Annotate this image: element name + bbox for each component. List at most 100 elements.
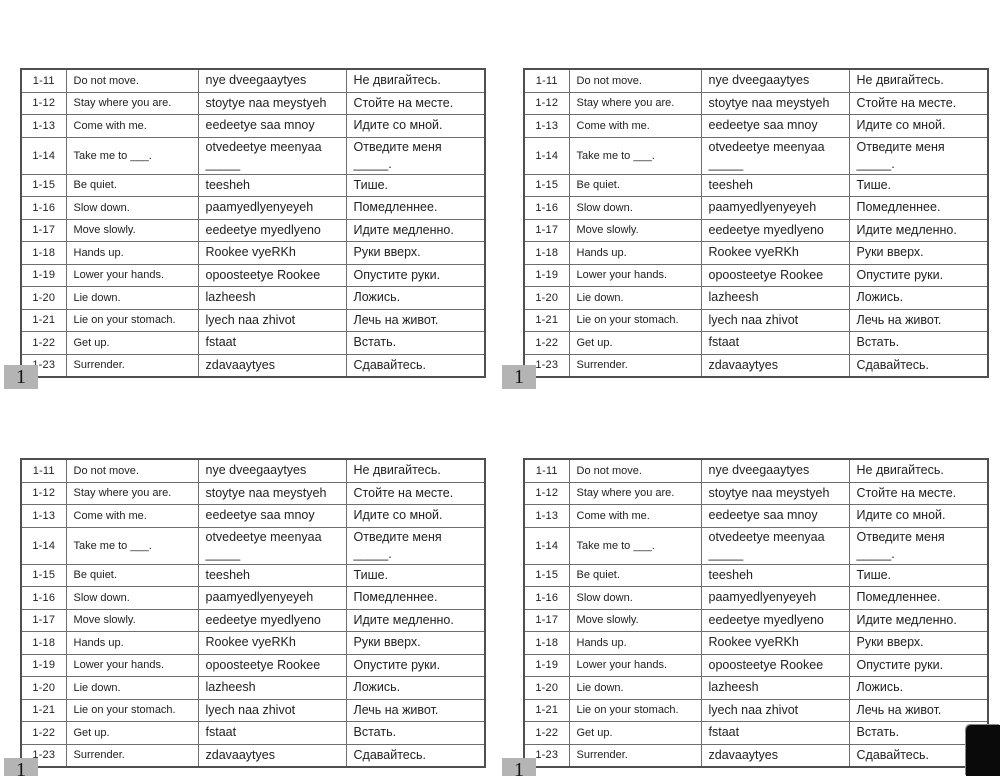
row-id-cell: 1-17 [523,608,570,632]
english-cell: Take me to ___. [568,526,702,565]
russian-cell: Идите медленно. [345,218,486,242]
russian-cell: Опустите руки. [345,653,486,677]
row-id-cell: 1-17 [20,608,67,632]
english-cell: Do not move. [568,458,702,483]
row-id-cell: 1-11 [20,458,67,483]
row-id-cell: 1-20 [20,286,67,310]
russian-cell: Руки вверх. [345,631,486,655]
transliteration-cell: zdavaaytyes [197,353,347,378]
english-cell: Slow down. [65,196,199,220]
russian-cell: Стойте на месте. [848,91,989,115]
english-cell: Hands up. [568,631,702,655]
row-id-cell: 1-11 [20,68,67,93]
russian-cell: Помедленнее. [848,196,989,220]
english-cell: Take me to ___. [65,136,199,175]
english-cell: Surrender. [568,353,702,378]
transliteration-cell: stoytye naa meystyeh [197,91,347,115]
table-row: 1-13 Come with me. eedeetye saa mnoy Идите … [20,504,486,528]
english-cell: Lower your hands. [65,263,199,287]
russian-cell: Помедленнее. [345,586,486,610]
table-row: 1-18 Hands up. Rookee vyeRKh Руки вверх. [20,241,486,265]
table-row: 1-16 Slow down. paamyedlyenyeyeh Помедленне… [523,586,989,610]
transliteration-cell: lazheesh [197,676,347,700]
transliteration-cell: eedeetye myedlyeno [700,608,850,632]
row-id-cell: 1-16 [523,196,570,220]
row-id-cell: 1-15 [523,563,570,587]
transliteration-cell: paamyedlyenyeyeh [700,196,850,220]
table-row: 1-15 Be quiet. teesheh Тише. [20,563,486,587]
transliteration-cell: Rookee vyeRKh [700,631,850,655]
english-cell: Lie on your stomach. [65,698,199,722]
transliteration-cell: lyech naa zhivot [700,698,850,722]
row-id-cell: 1-14 [523,136,570,175]
table-row: 1-14 Take me to ___. otvedeetye meenyaa ___… [20,526,486,565]
transliteration-cell: teesheh [700,563,850,587]
row-id-cell: 1-18 [20,241,67,265]
transliteration-cell: eedeetye saa mnoy [700,504,850,528]
transliteration-cell: zdavaaytyes [700,743,850,768]
english-cell: Get up. [568,721,702,745]
russian-cell: Идите медленно. [848,218,989,242]
transliteration-cell: nye dveegaaytyes [197,458,347,483]
russian-cell: Не двигайтесь. [345,68,486,93]
row-id-cell: 1-13 [523,114,570,138]
phrase-table: 1-11 Do not move. nye dveegaaytyes Не двига… [523,458,989,768]
russian-cell: Тише. [345,173,486,197]
english-cell: Lie down. [568,286,702,310]
table-row: 1-12 Stay where you are. stoytye naa meyst… [523,481,989,505]
english-cell: Come with me. [568,504,702,528]
russian-cell: Отведите меня _____. [345,136,486,175]
table-row: 1-17 Move slowly. eedeetye myedlyeno Идите … [523,218,989,242]
english-cell: Be quiet. [65,173,199,197]
table-row: 1-13 Come with me. eedeetye saa mnoy Идите … [523,504,989,528]
page-number-badge: 1 [502,758,536,776]
english-cell: Take me to ___. [65,526,199,565]
russian-cell: Отведите меня _____. [848,136,989,175]
russian-cell: Отведите меня _____. [345,526,486,565]
transliteration-cell: nye dveegaaytyes [700,68,850,93]
english-cell: Hands up. [568,241,702,265]
transliteration-cell: fstaat [197,331,347,355]
english-cell: Do not move. [568,68,702,93]
russian-cell: Опустите руки. [848,263,989,287]
transliteration-cell: opoosteetye Rookee [197,263,347,287]
transliteration-cell: zdavaaytyes [700,353,850,378]
row-id-cell: 1-11 [523,458,570,483]
row-id-cell: 1-18 [20,631,67,655]
english-cell: Lie on your stomach. [568,308,702,332]
transliteration-cell: stoytye naa meystyeh [700,481,850,505]
row-id-cell: 1-14 [523,526,570,565]
russian-cell: Опустите руки. [848,653,989,677]
table-row: 1-22 Get up. fstaat Встать. [20,721,486,745]
table-row: 1-19 Lower your hands. opoosteetye Rookee О… [20,263,486,287]
row-id-cell: 1-20 [523,676,570,700]
row-id-cell: 1-16 [20,586,67,610]
row-id-cell: 1-22 [523,331,570,355]
english-cell: Slow down. [568,196,702,220]
row-id-cell: 1-13 [20,114,67,138]
russian-cell: Помедленнее. [345,196,486,220]
transliteration-cell: lyech naa zhivot [197,308,347,332]
table-row: 1-17 Move slowly. eedeetye myedlyeno Идите … [20,218,486,242]
row-id-cell: 1-13 [20,504,67,528]
english-cell: Stay where you are. [65,91,199,115]
table-row: 1-12 Stay where you are. stoytye naa meyst… [20,481,486,505]
russian-cell: Лечь на живот. [848,308,989,332]
english-cell: Do not move. [65,458,199,483]
row-id-cell: 1-21 [523,698,570,722]
row-id-cell: 1-20 [20,676,67,700]
russian-cell: Идите со мной. [848,114,989,138]
russian-cell: Тише. [848,563,989,587]
corner-overlay [966,725,1000,776]
english-cell: Lower your hands. [568,263,702,287]
table-row: 1-20 Lie down. lazheesh Ложись. [20,286,486,310]
english-cell: Be quiet. [568,563,702,587]
english-cell: Lie down. [65,676,199,700]
russian-cell: Лечь на живот. [345,698,486,722]
table-row: 1-15 Be quiet. teesheh Тише. [523,173,989,197]
table-row: 1-20 Lie down. lazheesh Ложись. [20,676,486,700]
table-row: 1-18 Hands up. Rookee vyeRKh Руки вверх. [523,631,989,655]
transliteration-cell: opoosteetye Rookee [700,263,850,287]
russian-cell: Сдавайтесь. [848,353,989,378]
